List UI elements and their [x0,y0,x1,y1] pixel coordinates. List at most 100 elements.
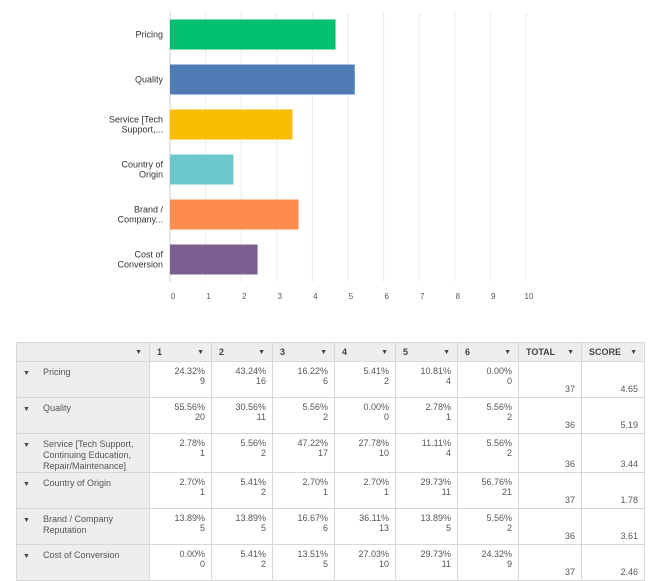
cell-percent: 5.56% [486,438,512,448]
caret-down-icon[interactable]: ▼ [381,348,388,356]
cell-count: 2 [322,412,328,422]
cell-count: 1 [322,487,328,497]
table-cell: 5.56% 2 [457,433,519,473]
column-header-label: 1 [157,347,163,357]
score-cell: 5.19 [581,397,645,434]
column-header-3[interactable]: 3 ▼ [272,342,335,362]
caret-down-icon[interactable]: ▼ [258,348,265,356]
row-header[interactable]: ▼ Pricing [16,361,150,398]
column-header-5[interactable]: 5 ▼ [395,342,458,362]
bar [170,19,336,50]
column-header-label: 4 [342,347,348,357]
cell-percent: 16.22% [297,366,328,376]
score-cell: 4.65 [581,361,645,398]
caret-down-icon[interactable]: ▼ [23,517,30,524]
score-cell: 3.44 [581,433,645,473]
cell-percent: 2.78% [425,402,451,412]
x-tick-label: 6 [384,292,389,301]
table-cell: 47.22% 17 [272,433,335,473]
x-tick-label: 7 [420,292,425,301]
caret-down-icon[interactable]: ▼ [23,406,30,413]
row-header[interactable]: ▼ Country of Origin [16,472,150,509]
score-cell: 1.78 [581,472,645,509]
column-header-label: 2 [219,347,225,357]
category-label: Pricing [135,30,163,40]
caret-down-icon[interactable]: ▼ [23,370,30,377]
column-header-label: 6 [465,347,471,357]
row-header[interactable]: ▼ Brand / Company Reputation [16,508,150,545]
table-cell: 0.00% 0 [149,544,212,581]
cell-count: 6 [322,376,328,386]
category-label: Quality [135,75,164,85]
table-cell: 36.11% 13 [334,508,396,545]
caret-down-icon[interactable]: ▼ [23,481,30,488]
table-cell: 5.56% 2 [211,433,273,473]
cell-percent: 5.56% [240,438,266,448]
cell-percent: 30.56% [235,402,266,412]
cell-count: 2 [260,559,266,569]
table-cell: 5.56% 2 [272,397,335,434]
cell-count: 20 [194,412,205,422]
cell-count: 17 [317,448,328,458]
cell-count: 0 [506,376,512,386]
score-cell: 3.61 [581,508,645,545]
column-header-1[interactable]: 1 ▼ [149,342,212,362]
caret-down-icon[interactable]: ▼ [23,553,30,560]
column-header-total[interactable]: TOTAL ▼ [518,342,582,362]
column-header-6[interactable]: 6 ▼ [457,342,519,362]
cell-percent: 13.89% [174,513,205,523]
x-tick-label: 1 [206,292,211,301]
cell-count: 4 [445,448,451,458]
cell-count: 5 [445,523,451,533]
column-header-label: TOTAL [526,347,556,357]
column-header-score[interactable]: SCORE ▼ [581,342,645,362]
category-label: Company... [118,215,163,225]
cell-percent: 43.24% [235,366,266,376]
bar [170,109,293,140]
table-cell: 29.73% 11 [395,544,458,581]
cell-count: 0 [199,559,205,569]
cell-percent: 2.70% [179,477,205,487]
cell-percent: 16.67% [297,513,328,523]
row-header[interactable]: ▼ Cost of Conversion [16,544,150,581]
cell-percent: 36.11% [359,513,389,523]
caret-down-icon[interactable]: ▼ [567,348,574,356]
table-row: ▼ Brand / Company Reputation 13.89% 5 13.89%… [16,508,645,545]
table-cell: 13.89% 5 [395,508,458,545]
cell-percent: 27.78% [358,438,389,448]
table-cell: 13.89% 5 [149,508,212,545]
caret-down-icon[interactable]: ▼ [135,348,142,356]
table-cell: 0.00% 0 [457,361,519,398]
row-header[interactable]: ▼ Quality [16,397,150,434]
column-header-4[interactable]: 4 ▼ [334,342,396,362]
caret-down-icon[interactable]: ▼ [630,348,637,356]
table-cell: 27.78% 10 [334,433,396,473]
table-cell: 13.51% 5 [272,544,335,581]
column-header-label: 5 [403,347,409,357]
cell-count: 11 [441,559,451,569]
caret-down-icon[interactable]: ▼ [443,348,450,356]
column-header-answer[interactable]: ▼ [16,342,150,362]
row-header[interactable]: ▼ Service [Tech Support, Continuing Educa… [16,433,150,473]
table-cell: 56.76% 21 [457,472,519,509]
cell-count: 9 [199,376,205,386]
cell-count: 4 [445,376,451,386]
column-header-2[interactable]: 2 ▼ [211,342,273,362]
cell-count: 2 [260,448,266,458]
caret-down-icon[interactable]: ▼ [23,442,30,449]
caret-down-icon[interactable]: ▼ [320,348,327,356]
table-cell: 13.89% 5 [211,508,273,545]
category-label: Origin [139,170,163,180]
caret-down-icon[interactable]: ▼ [197,348,204,356]
cell-percent: 29.73% [420,477,451,487]
score-cell: 2.46 [581,544,645,581]
table-row: ▼ Quality 55.56% 20 30.56% 11 5.56% 2 0.00% 0 2.78… [16,397,645,434]
cell-count: 1 [383,487,389,497]
cell-percent: 2.78% [179,438,205,448]
table-cell: 2.70% 1 [334,472,396,509]
cell-percent: 5.41% [363,366,389,376]
cell-percent: 0.00% [363,402,389,412]
caret-down-icon[interactable]: ▼ [504,348,511,356]
cell-percent: 5.41% [240,477,266,487]
category-label: Country of [121,160,163,170]
